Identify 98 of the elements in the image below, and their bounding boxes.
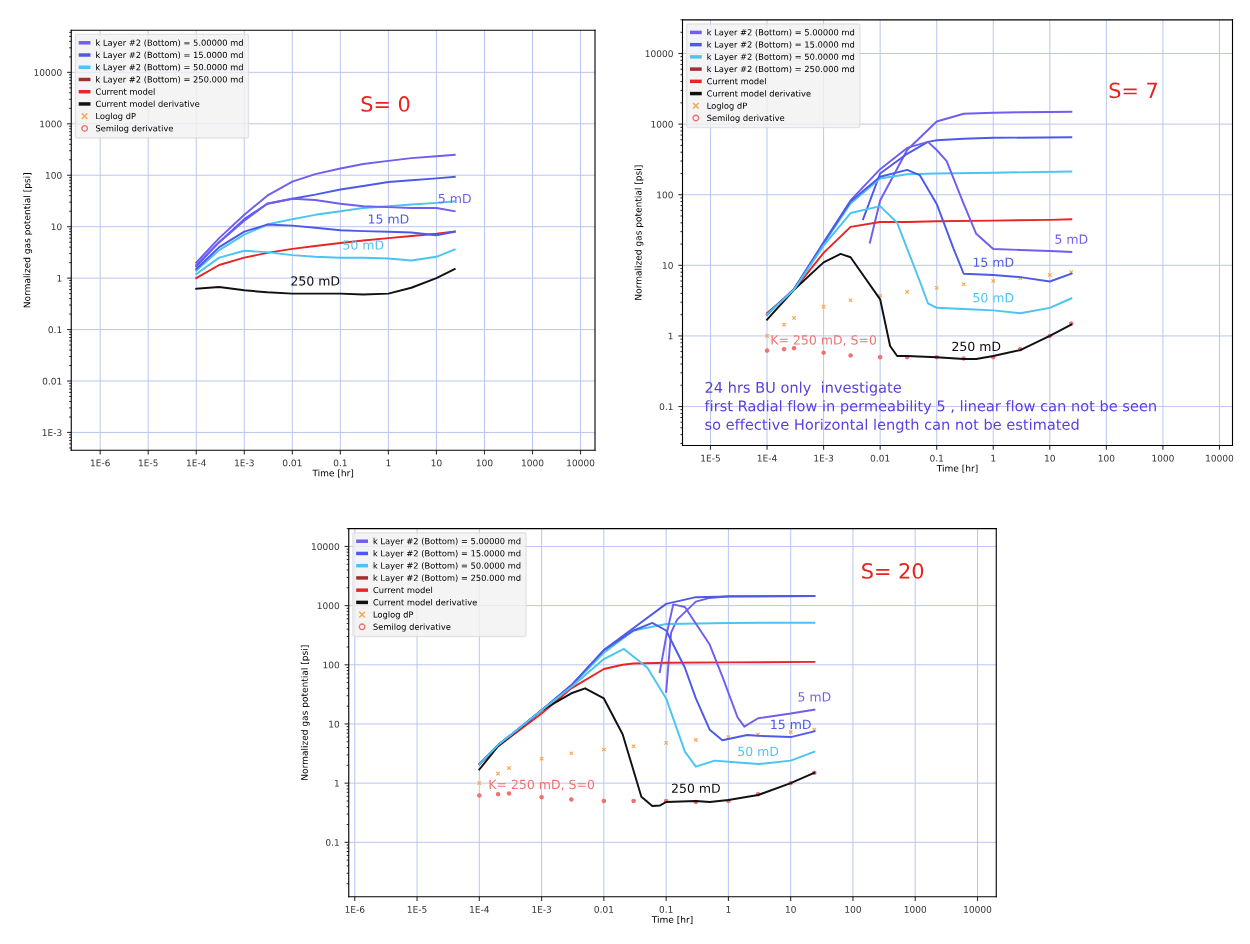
y-tick-label: 10 (662, 262, 673, 269)
x-axis-title: Time [hr] (651, 915, 693, 924)
legend-label: Semilog derivative (373, 623, 451, 632)
y-tick-label: 1 (668, 332, 673, 340)
y-tick-label: 0.01 (42, 377, 62, 385)
x-tick-label: 1E-4 (187, 459, 206, 467)
annotation: 5 mD (1055, 234, 1088, 244)
x-tick-label: 1E-3 (235, 459, 254, 467)
legend-label: k Layer #2 (Bottom) = 250.000 md (707, 65, 855, 74)
x-tick-label: 10000 (1206, 454, 1234, 462)
x-tick-label: 1E-5 (138, 459, 158, 467)
legend-label: Current model (373, 586, 433, 594)
annotation: K= 250 mD, S=0 (771, 335, 877, 346)
annotation: 50 mD (343, 240, 384, 250)
legend-label: Semilog derivative (95, 125, 174, 134)
annotation: 15 mD (973, 257, 1014, 267)
text: S= 20 (862, 563, 924, 579)
x-tick-label: 1E-6 (90, 459, 110, 467)
x-tick-label: 0.1 (930, 454, 944, 462)
x-tick-label: 1E-6 (345, 905, 365, 913)
y-tick-label: 1 (57, 274, 62, 282)
y-tick-label: 10000 (645, 50, 673, 58)
x-tick-label: 1E-3 (814, 454, 834, 462)
y-tick-label: 10 (329, 720, 340, 728)
y-tick-label: 0.1 (659, 403, 673, 411)
y-tick-label: 1E-3 (42, 429, 62, 437)
x-tick-label: 10 (785, 905, 796, 913)
y-tick-label: 1000 (651, 120, 673, 128)
legend-label: k Layer #2 (Bottom) = 15.0000 md (96, 51, 243, 60)
x-tick-label: 1000 (904, 905, 927, 913)
x-tick-label: 1E-3 (532, 905, 552, 913)
x-axis-title: Time [hr] (936, 464, 978, 473)
x-tick-label: 100 (476, 459, 493, 467)
legend-label: k Layer #2 (Bottom) = 50.0000 md (373, 562, 521, 571)
y-tick-label: 100 (45, 171, 62, 179)
text: S= 0 (361, 96, 410, 112)
legend-label: Loglog dP (707, 102, 747, 111)
x-axis-title: Time [hr] (312, 469, 354, 478)
x-tick-label: 1 (726, 906, 731, 913)
x-tick-label: 1E-4 (757, 454, 777, 462)
x-tick-label: 1 (386, 459, 391, 467)
y-tick-label: 100 (657, 191, 673, 199)
legend-label: Current model (707, 77, 766, 85)
legend-label: k Layer #2 (Bottom) = 5.00000 md (707, 28, 855, 38)
x-tick-label: 1000 (1152, 454, 1174, 462)
x-tick-label: 1E-4 (470, 906, 490, 913)
y-tick-label: 0.1 (48, 326, 62, 334)
x-tick-label: 0.01 (594, 905, 614, 913)
legend-label: k Layer #2 (Bottom) = 250.000 md (96, 76, 243, 85)
y-tick-label: 10000 (311, 543, 340, 551)
annotation: 250 mD (291, 276, 340, 286)
x-tick-label: 1E-5 (407, 906, 427, 913)
legend-label: Current model derivative (707, 90, 811, 97)
x-tick-label: 0.01 (282, 459, 302, 467)
legend-label: k Layer #2 (Bottom) = 250.000 md (373, 574, 521, 583)
annotation: 5 mD (798, 692, 831, 702)
legend-label: Loglog dP (96, 112, 136, 121)
text: S= 7 (1109, 82, 1157, 99)
y-axis-title: Normalized gas potential [psi] (23, 173, 33, 308)
y-tick-label: 100 (323, 661, 340, 669)
y-tick-label: 0.1 (325, 839, 339, 846)
y-tick-label: 10000 (34, 69, 62, 76)
x-tick-label: 1000 (522, 459, 544, 467)
x-tick-label: 100 (1098, 454, 1115, 462)
annotation: 50 mD (973, 292, 1014, 303)
x-tick-label: 100 (845, 905, 861, 913)
legend-label: k Layer #2 (Bottom) = 15.0000 md (373, 550, 521, 559)
legend-label: Semilog derivative (707, 114, 785, 123)
legend-label: k Layer #2 (Bottom) = 5.00000 md (96, 39, 243, 48)
annotation: 50 mD (738, 746, 779, 757)
annotation: 15 mD (771, 719, 811, 730)
legend-label: Current model derivative (373, 598, 477, 606)
legend-label: k Layer #2 (Bottom) = 50.0000 md (707, 53, 855, 62)
legend-label: k Layer #2 (Bottom) = 15.0000 md (707, 41, 855, 50)
x-tick-label: 1E-5 (701, 454, 720, 462)
legend-label: Loglog dP (373, 611, 414, 620)
x-tick-label: 10 (431, 459, 442, 467)
x-tick-label: 10000 (964, 905, 992, 913)
annotation: 250 mD (671, 783, 720, 793)
annotation: 24 hrs BU only investigate first Radial flow in permeability 5 , linear flow can not be seen so effective Horizontal length can not be estimated (704, 381, 1156, 433)
y-tick-label: 1000 (40, 120, 62, 128)
annotation: 250 mD (952, 341, 1001, 352)
y-axis-title: Normalized gas potential [psi] (634, 165, 644, 300)
y-tick-label: 1000 (317, 602, 340, 610)
annotation: K= 250 mD, S=0 (489, 779, 595, 791)
legend-label: Current model derivative (95, 100, 200, 107)
x-tick-label: 0.01 (870, 454, 890, 462)
y-tick-label: 1 (334, 779, 339, 787)
x-tick-label: 10 (1045, 454, 1055, 462)
y-axis-title: Normalized gas potential [psi] (300, 645, 310, 780)
x-tick-label: 1 (991, 454, 996, 462)
y-tick-label: 10 (51, 223, 62, 231)
x-tick-label: 10000 (567, 459, 595, 467)
annotation: 5 mD (438, 193, 471, 204)
legend-label: Current model (95, 88, 155, 95)
legend-label: k Layer #2 (Bottom) = 50.0000 md (96, 63, 243, 72)
legend-label: k Layer #2 (Bottom) = 5.00000 md (373, 537, 521, 546)
annotation: 15 mD (368, 214, 409, 224)
